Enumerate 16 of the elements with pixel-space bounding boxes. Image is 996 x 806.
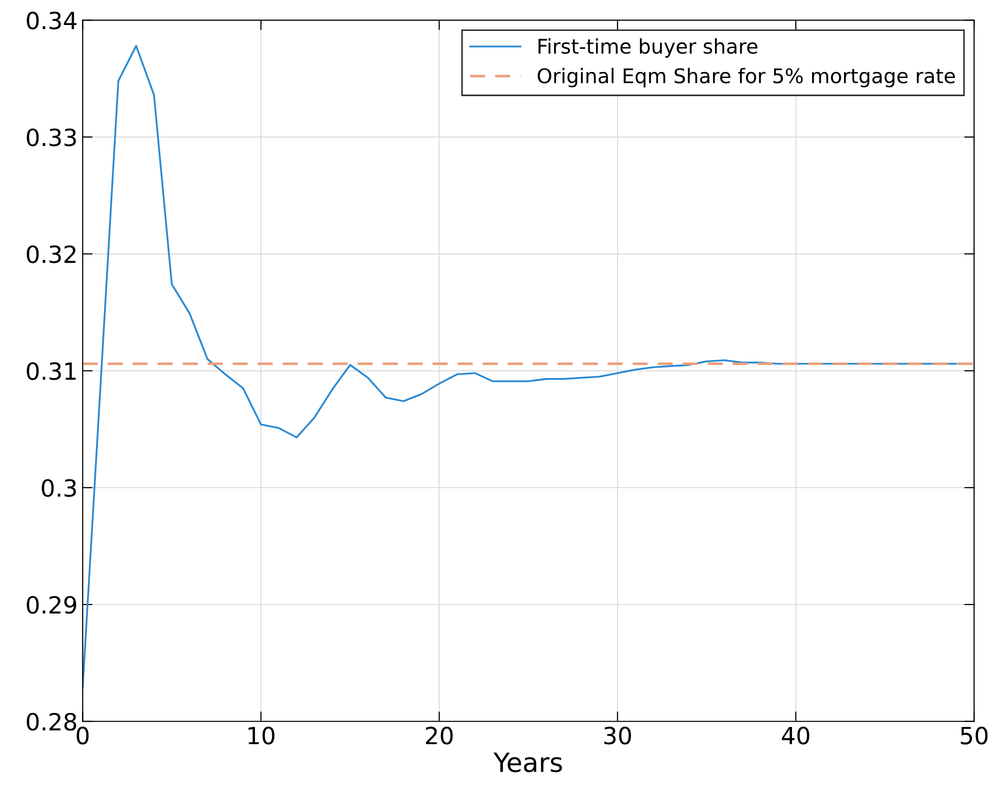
y-tick-label: 0.34 xyxy=(26,12,76,30)
x-tick-label: 40 xyxy=(782,726,810,745)
y-tick-label: 0.31 xyxy=(26,362,76,380)
x-tick-label: 50 xyxy=(960,726,988,745)
x-tick-label: 30 xyxy=(604,726,631,745)
x-tick-label: 0 xyxy=(76,726,89,745)
y-tick-label: 0.33 xyxy=(26,128,76,146)
legend-label: First-time buyer share xyxy=(538,38,758,58)
legend-label: Original Eqm Share for 5% mortgage rate xyxy=(538,68,955,88)
x-tick-label: 10 xyxy=(248,726,274,745)
y-tick-label: 0.29 xyxy=(26,596,76,614)
y-tick-label: 0.28 xyxy=(26,712,76,731)
y-tick-label: 0.3 xyxy=(42,479,76,497)
x-axis-title: Years xyxy=(494,752,562,772)
x-tick-label: 20 xyxy=(426,726,453,745)
y-tick-label: 0.32 xyxy=(26,245,76,264)
